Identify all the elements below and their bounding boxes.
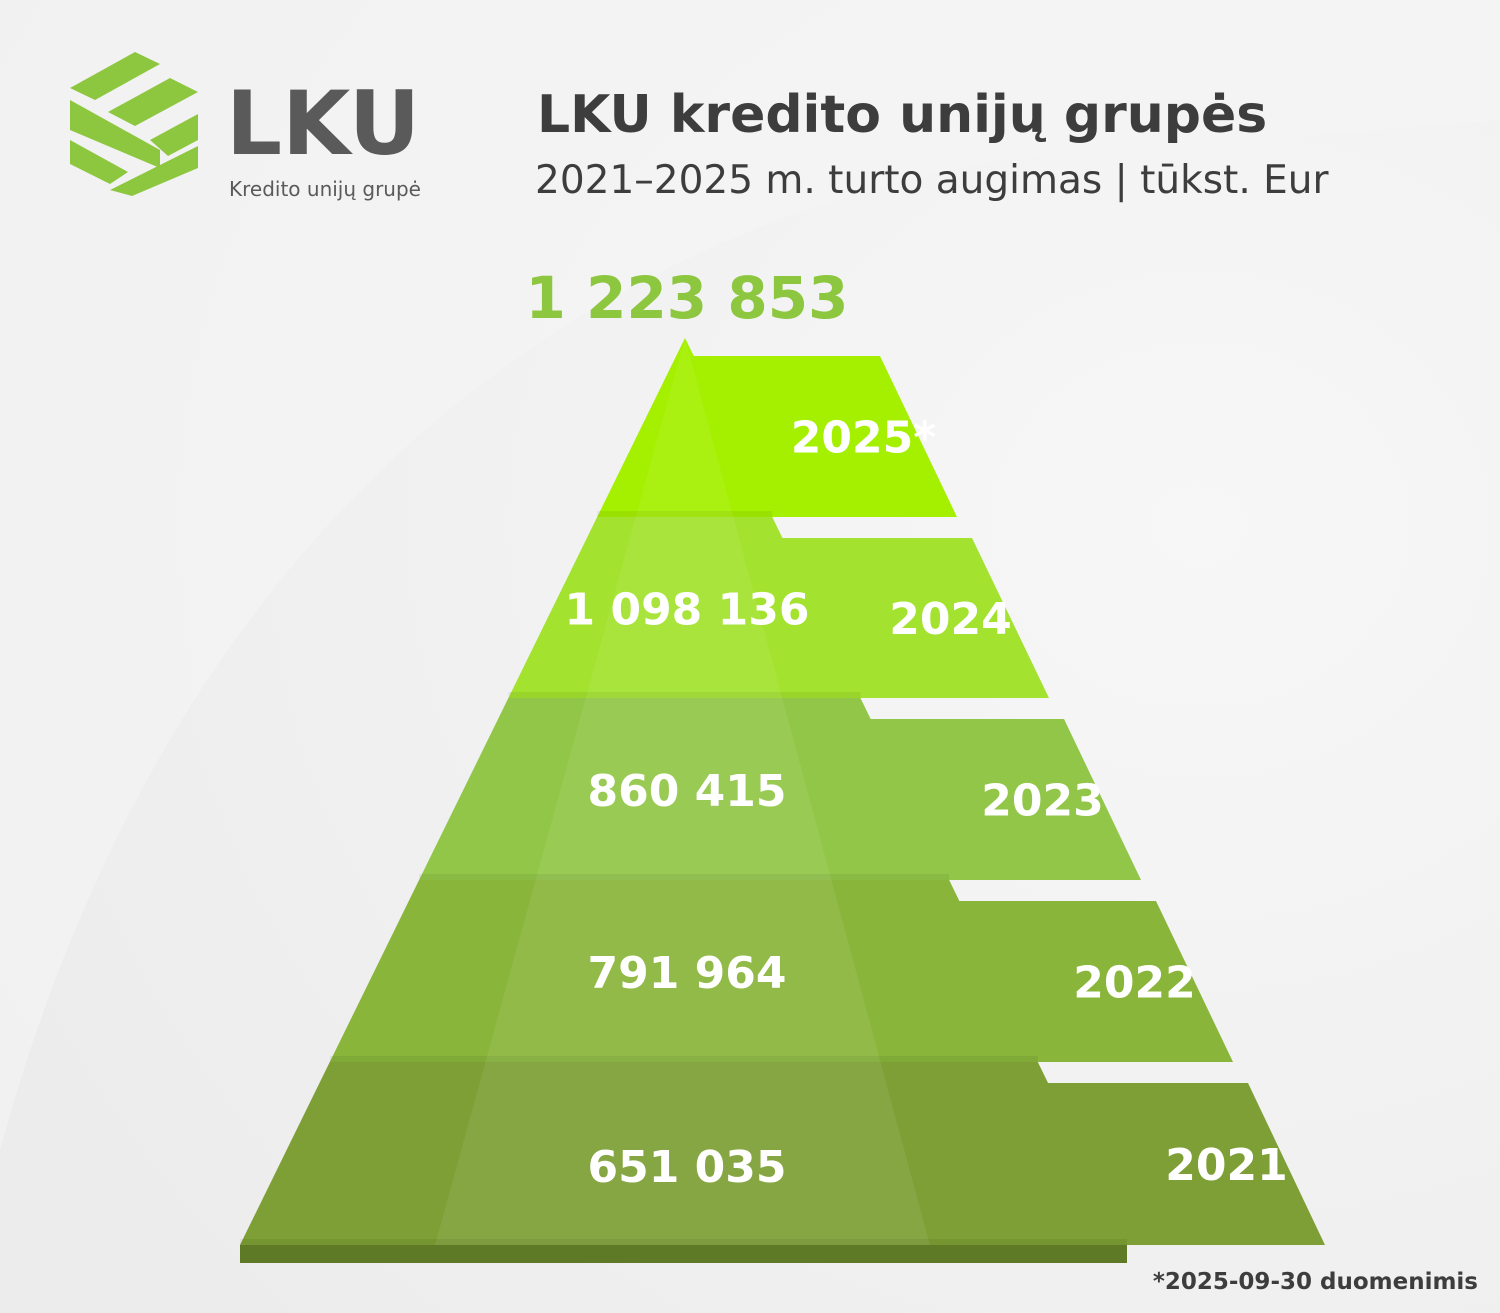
- value-label: 1 098 136: [565, 585, 810, 636]
- pyramid-tier: [597, 338, 773, 517]
- pyramid-base: [240, 1245, 1127, 1263]
- pyramid-tier: [329, 880, 1038, 1062]
- logo-wordmark: LKU: [226, 72, 420, 175]
- year-tab: [685, 356, 957, 517]
- logo-tagline: Kredito unijų grupė: [229, 177, 421, 201]
- value-label: 651 035: [587, 1142, 786, 1193]
- year-label: 2024: [889, 594, 1011, 645]
- lku-logo: [70, 52, 198, 196]
- tier-shadow: [240, 1239, 1127, 1245]
- tier-shadow: [508, 692, 861, 698]
- page-title: LKU kredito unijų grupės: [537, 85, 1267, 145]
- pyramid-highlight: [435, 338, 930, 1245]
- background-curve: [0, 0, 1500, 1150]
- year-label: 2025*: [791, 413, 936, 464]
- year-label: 2021: [1165, 1140, 1287, 1191]
- value-label: 791 964: [587, 948, 786, 999]
- year-label: 2022: [1073, 958, 1195, 1009]
- pyramid-chart: 2025* 2024 2023 2022 2021 1 223 853 1 098 136 8…: [240, 264, 1325, 1263]
- footnote: *2025-09-30 duomenimis: [1153, 1269, 1478, 1295]
- value-label: 1 223 853: [526, 264, 849, 332]
- pyramid-tier: [419, 698, 950, 880]
- pyramid-tier: [240, 1062, 1127, 1245]
- page-subtitle: 2021–2025 m. turto augimas | tūkst. Eur: [535, 158, 1329, 203]
- pyramid-tier: [508, 517, 861, 698]
- tier-shadow: [597, 511, 773, 517]
- tier-shadow: [419, 874, 950, 880]
- tier-shadow: [329, 1056, 1038, 1062]
- value-label: 860 415: [587, 766, 786, 817]
- year-label: 2023: [981, 776, 1103, 827]
